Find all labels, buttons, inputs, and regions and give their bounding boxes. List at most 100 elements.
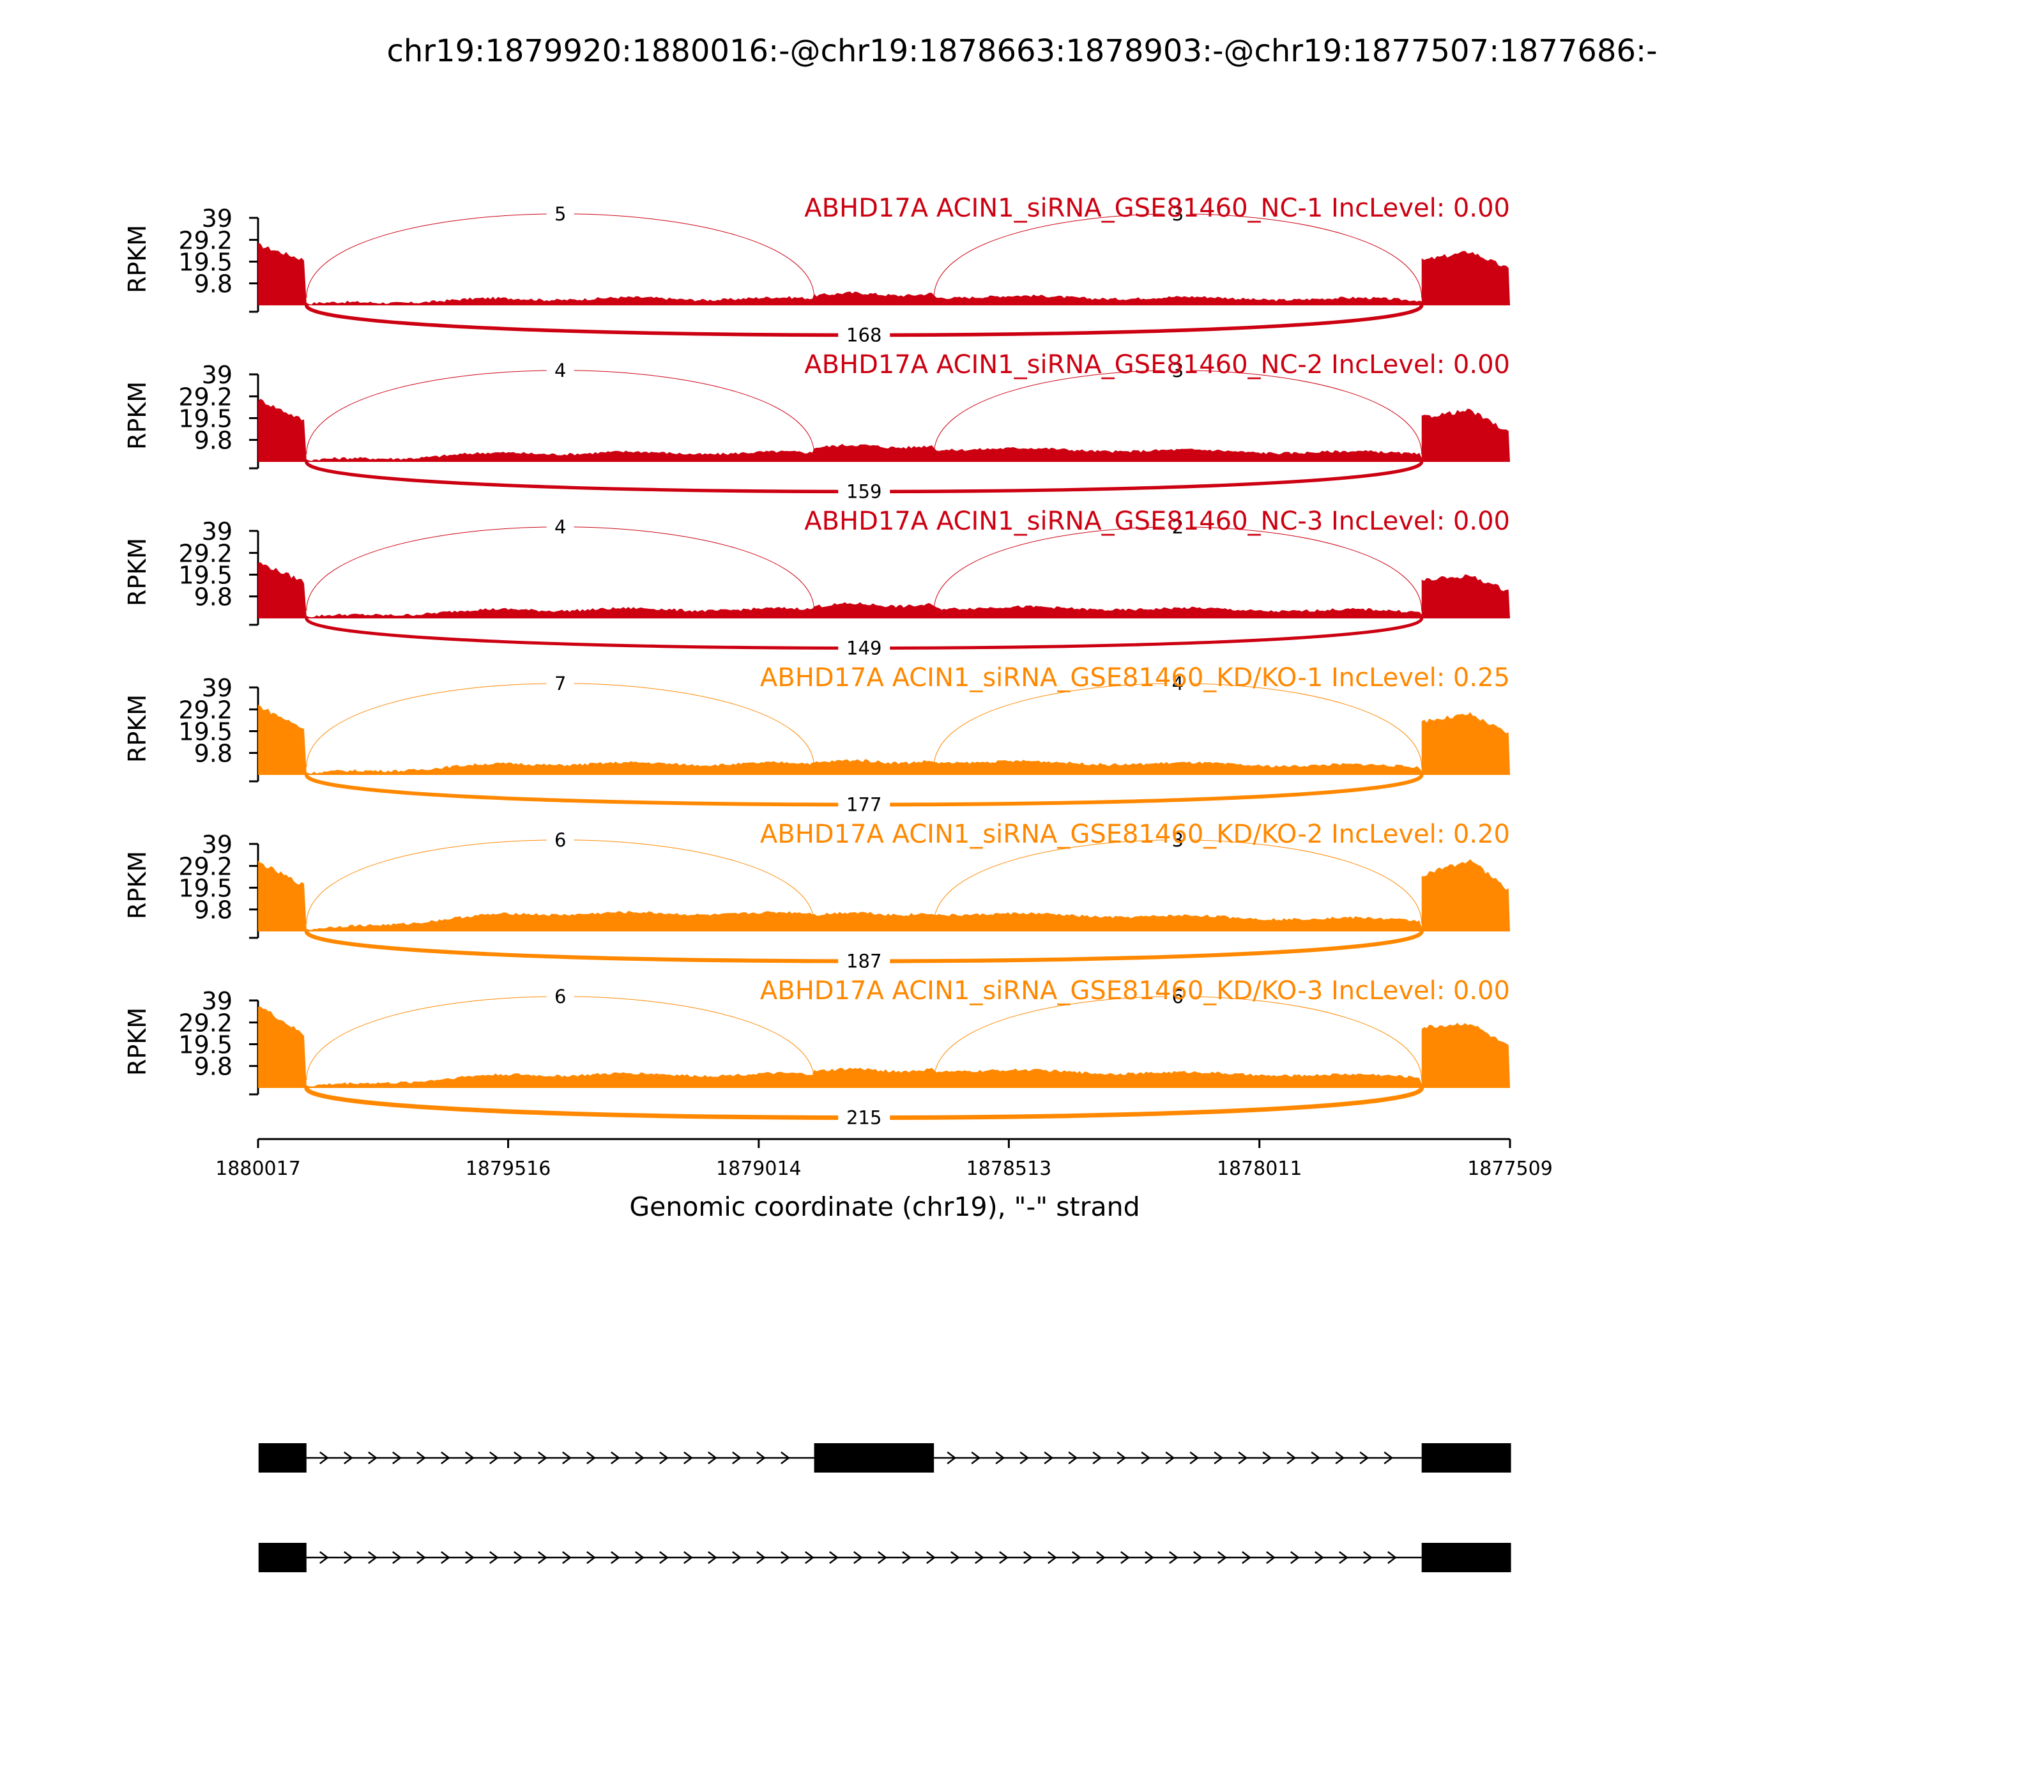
y-axis-label: RPKM [123, 694, 151, 763]
junction-label-box [546, 356, 574, 384]
strand-arrow [611, 1451, 620, 1464]
sample-label: ABHD17A ACIN1_siRNA_GSE81460_KD/KO-1 Inc… [760, 663, 1510, 693]
junction-count-label: 2 [1172, 516, 1184, 538]
y-tick-label: 19.5 [178, 875, 233, 903]
strand-arrow [1072, 1551, 1081, 1564]
strand-arrow [683, 1551, 693, 1564]
junction-label-box [546, 513, 574, 540]
junction-label-box [1164, 200, 1192, 227]
junction-label-box [838, 1104, 890, 1131]
exon-block [258, 1443, 307, 1473]
junction-count-label: 7 [554, 673, 566, 694]
junction-count-label: 187 [846, 951, 881, 972]
junction-label-box [1164, 983, 1192, 1010]
strand-arrow [926, 1551, 936, 1564]
strand-arrow [781, 1451, 790, 1464]
strand-arrow [1117, 1451, 1127, 1464]
strand-arrow [732, 1451, 742, 1464]
strand-arrow [465, 1551, 475, 1564]
y-tick-label: 19.5 [178, 405, 233, 433]
junction-count-label: 6 [1172, 986, 1184, 1007]
strand-arrow [611, 1551, 620, 1564]
strand-arrow [1335, 1451, 1345, 1464]
junction-label-box [1164, 826, 1192, 854]
y-tick-label: 9.8 [194, 427, 233, 455]
strand-arrow [1242, 1551, 1251, 1564]
strand-arrow [489, 1451, 499, 1464]
y-tick-label: 39 [202, 674, 233, 702]
y-tick-label: 9.8 [194, 583, 233, 611]
y-tick-label: 29.2 [178, 1009, 233, 1037]
isoform-model [258, 1443, 1511, 1473]
strand-arrow [878, 1551, 887, 1564]
strand-arrow [344, 1551, 353, 1564]
x-tick-label: 1878513 [966, 1158, 1052, 1180]
y-tick-label: 9.8 [194, 270, 233, 298]
strand-arrow [344, 1451, 353, 1464]
strand-arrow [995, 1451, 1005, 1464]
strand-arrow [1193, 1551, 1203, 1564]
strand-arrow [368, 1551, 378, 1564]
x-axis: 1880017 1879516 1879014 1878513 1878011 18775… [215, 1138, 1553, 1180]
strand-arrow [756, 1551, 766, 1564]
junction-count-label: 6 [554, 986, 566, 1007]
strand-arrow [489, 1551, 499, 1564]
y-tick-label: 19.5 [178, 249, 233, 277]
y-tick-label: 29.2 [178, 539, 233, 567]
strand-arrow [586, 1551, 596, 1564]
junction-label-box [1164, 513, 1192, 540]
strand-arrow [971, 1451, 981, 1464]
strand-arrow [1359, 1451, 1369, 1464]
strand-arrow [1262, 1451, 1272, 1464]
junction-count-label: 149 [846, 638, 881, 659]
sample-label: ABHD17A ACIN1_siRNA_GSE81460_KD/KO-2 Inc… [760, 820, 1510, 849]
coverage-area [258, 859, 1510, 931]
strand-arrow [1387, 1551, 1397, 1564]
strand-arrow [562, 1551, 572, 1564]
strand-arrow [708, 1451, 717, 1464]
strand-arrow [950, 1551, 960, 1564]
y-tick-label: 9.8 [194, 740, 233, 768]
y-tick-label: 39 [202, 517, 233, 546]
coverage-area [258, 243, 1510, 305]
strand-arrow [1145, 1551, 1154, 1564]
junction-label-box [838, 791, 890, 818]
junction-count-label: 215 [846, 1107, 881, 1129]
strand-arrow [319, 1551, 329, 1564]
strand-arrow [1315, 1551, 1324, 1564]
strand-arrow [1286, 1451, 1297, 1464]
y-tick-label: 29.2 [178, 383, 233, 411]
y-tick-label: 29.2 [178, 226, 233, 254]
strand-arrow [586, 1451, 596, 1464]
coverage-area [258, 705, 1510, 775]
strand-arrow [683, 1451, 693, 1464]
strand-arrow [659, 1551, 669, 1564]
strand-arrow [1266, 1551, 1276, 1564]
x-tick-label: 1878011 [1217, 1158, 1302, 1180]
y-axis-label: RPKM [123, 851, 151, 919]
strand-arrow [1238, 1451, 1248, 1464]
sample-label: ABHD17A ACIN1_siRNA_GSE81460_NC-2 IncLev… [804, 350, 1510, 379]
coverage-area [258, 399, 1510, 462]
sample-label: ABHD17A ACIN1_siRNA_GSE81460_NC-1 IncLev… [804, 194, 1510, 223]
strand-arrow [708, 1551, 717, 1564]
strand-arrow [392, 1551, 402, 1564]
strand-arrow [416, 1551, 426, 1564]
junction-count-label: 3 [1172, 360, 1184, 381]
coverage-area [258, 562, 1510, 618]
y-axis-label: RPKM [123, 1007, 151, 1076]
strand-arrow [465, 1451, 475, 1464]
strand-arrow [1048, 1551, 1057, 1564]
junction-label-box [838, 634, 890, 662]
junction-label-box [546, 983, 574, 1010]
junction-label-box [1164, 670, 1192, 697]
exon-block [1421, 1543, 1511, 1572]
strand-arrow [659, 1451, 669, 1464]
